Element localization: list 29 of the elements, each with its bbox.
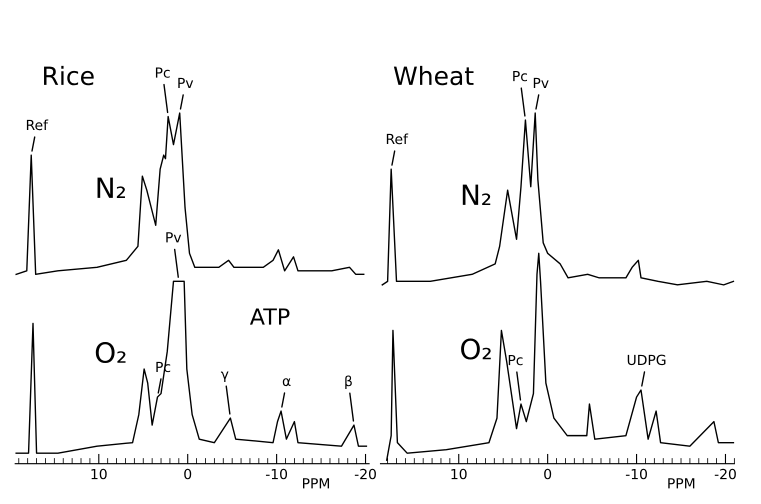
annotation: α xyxy=(282,378,291,386)
series-label: O₂ xyxy=(461,338,491,360)
x-tick-label: -20 xyxy=(714,468,736,480)
annotation: Ref xyxy=(26,119,48,130)
annotation: ATP xyxy=(250,308,290,325)
annotation: Pc xyxy=(508,354,523,366)
annotation: Pv xyxy=(166,232,182,242)
annotation: Ref xyxy=(386,134,408,144)
x-tick-label: 0 xyxy=(544,468,552,480)
x-tick-label: 10 xyxy=(91,468,107,480)
annotation: Pc xyxy=(156,67,170,78)
annotation: Pv xyxy=(534,78,549,88)
series-label: N₂ xyxy=(462,184,490,205)
x-axis-title: PPM xyxy=(668,478,694,488)
annotation: Pv xyxy=(178,78,194,88)
annotation: Pc xyxy=(513,70,528,82)
annotation: γ xyxy=(220,372,229,382)
annotation: β xyxy=(345,375,352,389)
x-tick-label: -20 xyxy=(354,468,376,480)
x-tick-label: -10 xyxy=(626,468,647,480)
chart-title: Wheat xyxy=(394,66,474,86)
x-tick-label: -10 xyxy=(266,468,288,480)
x-tick-label: 10 xyxy=(451,468,467,480)
chart-title: Rice xyxy=(44,66,94,86)
x-tick-label: 0 xyxy=(184,468,192,480)
annotation: UDPG xyxy=(628,354,666,366)
series-label: N₂ xyxy=(98,178,125,198)
series-label: O₂ xyxy=(96,342,126,364)
x-axis-title: PPM xyxy=(303,478,330,488)
